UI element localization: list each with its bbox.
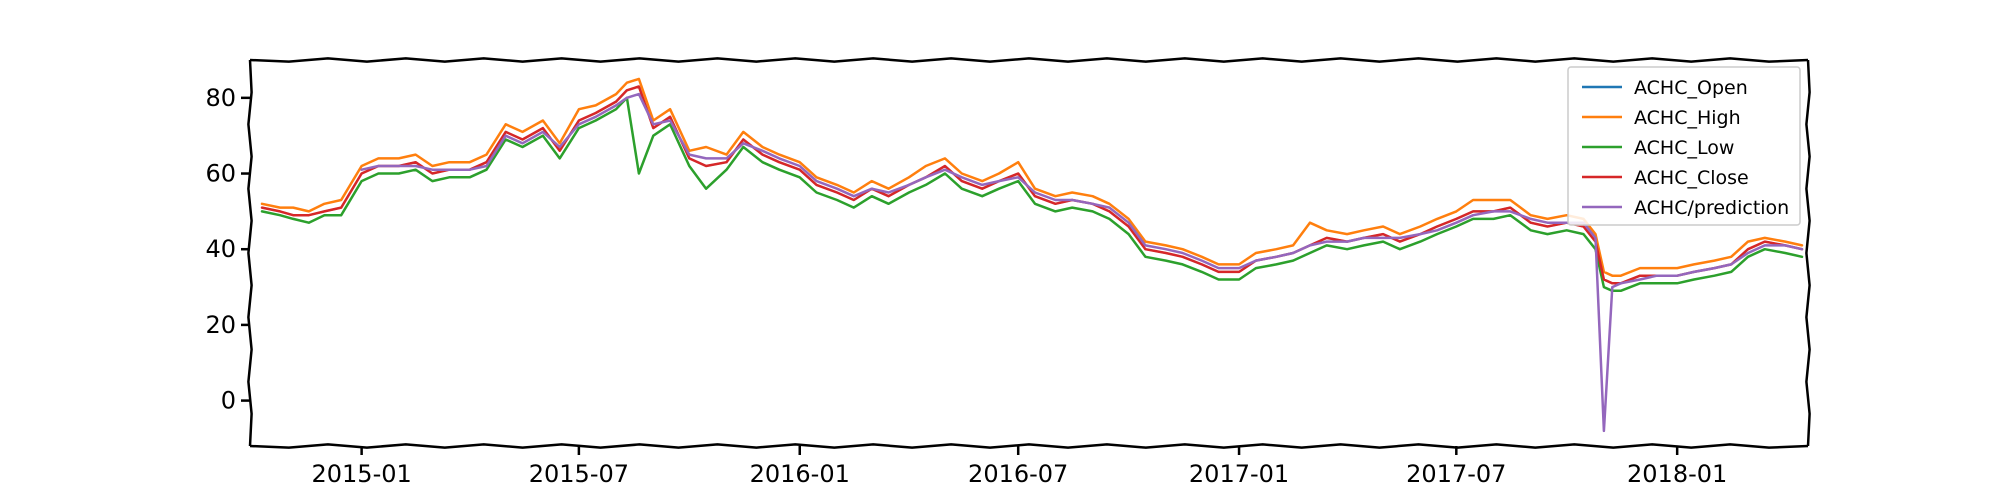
y-tick-label: 40 bbox=[205, 235, 236, 263]
y-axis: 0 20 40 60 80 bbox=[205, 84, 250, 415]
legend-box bbox=[1567, 66, 1801, 226]
x-axis: 2015-01 2015-07 2016-01 2016-07 2017-01 2017-… bbox=[311, 446, 1727, 488]
legend: ACHC_Open ACHC_High ACHC_Low ACHC_Close ACHC… bbox=[1567, 66, 1801, 226]
legend-label-achc-prediction: ACHC/prediction bbox=[1634, 197, 1789, 219]
legend-label-achc-low: ACHC_Low bbox=[1634, 137, 1734, 159]
legend-label-achc-high: ACHC_High bbox=[1634, 107, 1741, 129]
plot-frame bbox=[247, 57, 1811, 449]
x-tick-label: 2015-01 bbox=[311, 460, 411, 488]
y-tick-label: 60 bbox=[205, 160, 236, 188]
x-tick-label: 2017-07 bbox=[1406, 460, 1506, 488]
frame-right bbox=[1805, 59, 1811, 447]
x-tick-label: 2018-01 bbox=[1627, 460, 1727, 488]
series-line-achc-low bbox=[260, 96, 1804, 293]
y-tick-label: 0 bbox=[221, 387, 236, 415]
frame-top bbox=[249, 57, 1809, 63]
frame-bottom bbox=[249, 443, 1809, 449]
x-tick-label: 2017-01 bbox=[1189, 460, 1289, 488]
x-tick-label: 2016-01 bbox=[750, 460, 850, 488]
series-line-achc-prediction bbox=[360, 92, 1804, 433]
y-tick-label: 80 bbox=[205, 84, 236, 112]
x-tick-label: 2016-07 bbox=[968, 460, 1068, 488]
y-tick-label: 20 bbox=[205, 311, 236, 339]
frame-left bbox=[247, 59, 253, 447]
x-tick-label: 2015-07 bbox=[529, 460, 629, 488]
legend-label-achc-close: ACHC_Close bbox=[1634, 167, 1749, 189]
legend-label-achc-open: ACHC_Open bbox=[1634, 77, 1748, 99]
